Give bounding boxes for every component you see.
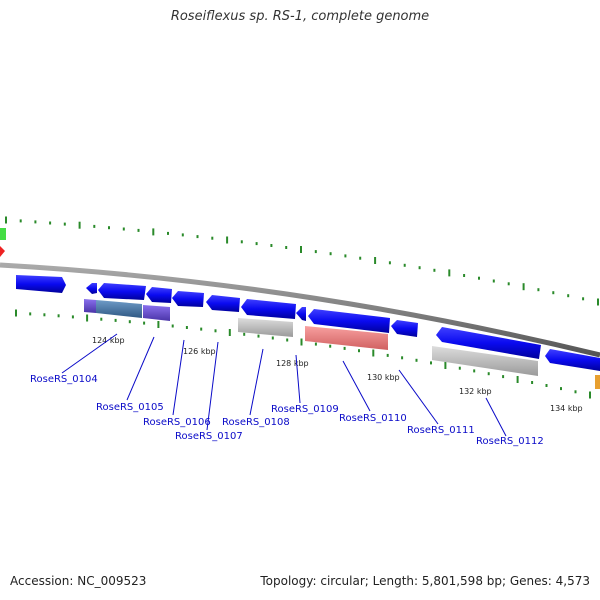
gene-arrow xyxy=(308,309,390,333)
gene-label[interactable]: RoseRS_0107 xyxy=(175,431,243,442)
gene-label-leaders xyxy=(61,333,507,437)
genome-summary-text: Topology: circular; Length: 5,801,598 bp… xyxy=(260,574,590,588)
gene-label[interactable]: RoseRS_0112 xyxy=(476,436,544,447)
accession-text: Accession: NC_009523 xyxy=(10,574,147,588)
scale-label: 132 kbp xyxy=(459,387,492,396)
gene-arrow xyxy=(16,275,66,293)
tick-row-upper xyxy=(5,216,599,306)
gene-label[interactable]: RoseRS_0109 xyxy=(271,404,339,415)
edge-feature-red xyxy=(0,246,5,257)
tick-row-lower xyxy=(15,309,591,399)
feature-block xyxy=(305,326,388,350)
gene-label[interactable]: RoseRS_0108 xyxy=(222,417,290,428)
gene-arrow xyxy=(146,287,172,303)
genome-backbone xyxy=(0,262,600,358)
scale-label: 128 kbp xyxy=(276,359,309,368)
gene-label[interactable]: RoseRS_0104 xyxy=(30,374,98,385)
gene-arrow xyxy=(436,327,541,359)
gene-arrow xyxy=(296,307,306,321)
gene-label[interactable]: RoseRS_0111 xyxy=(407,425,475,436)
gene-arrow xyxy=(391,320,418,337)
scale-label: 126 kbp xyxy=(183,347,216,356)
gene-arrow xyxy=(241,299,296,319)
feature-block xyxy=(84,299,96,313)
gene-label[interactable]: RoseRS_0106 xyxy=(143,417,211,428)
edge-feature-green xyxy=(0,228,6,240)
edge-feature-orange xyxy=(595,375,600,389)
feature-block xyxy=(238,318,293,337)
gene-arrow xyxy=(206,295,240,312)
gene-arrow xyxy=(172,291,204,307)
gene-arrow xyxy=(545,349,600,371)
scale-label: 134 kbp xyxy=(550,404,583,413)
gene-label[interactable]: RoseRS_0105 xyxy=(96,402,164,413)
gene-arrow xyxy=(98,283,146,300)
map-title: Roseiflexus sp. RS-1, complete genome xyxy=(170,9,430,24)
feature-block xyxy=(96,300,142,318)
feature-block xyxy=(432,346,538,376)
scale-label: 130 kbp xyxy=(367,373,400,382)
feature-block xyxy=(143,305,170,321)
gene-label[interactable]: RoseRS_0110 xyxy=(339,413,407,424)
gene-arrow xyxy=(86,283,97,294)
